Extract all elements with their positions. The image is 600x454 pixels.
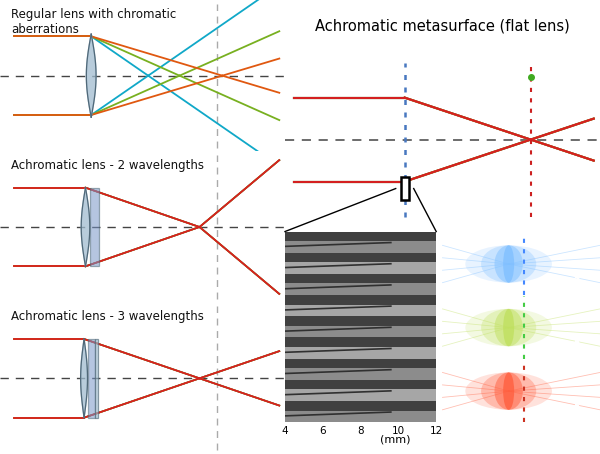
Bar	[285, 326, 436, 337]
Text: 4: 4	[281, 426, 289, 436]
Bar	[285, 401, 436, 410]
Bar	[285, 262, 436, 274]
Ellipse shape	[481, 245, 536, 283]
Ellipse shape	[494, 309, 523, 346]
Bar	[285, 232, 436, 241]
Text: Achromatic lens - 3 wavelengths: Achromatic lens - 3 wavelengths	[11, 310, 204, 323]
Text: (mm): (mm)	[380, 434, 410, 444]
Text: 8: 8	[357, 426, 364, 436]
Bar	[285, 359, 436, 368]
Ellipse shape	[503, 372, 514, 410]
Text: λ₃: λ₃	[573, 404, 589, 419]
Text: 12: 12	[430, 426, 443, 436]
Ellipse shape	[503, 245, 514, 283]
Bar	[88, 339, 95, 418]
Polygon shape	[81, 188, 90, 266]
Text: Regular lens with chromatic
aberrations: Regular lens with chromatic aberrations	[11, 8, 176, 35]
Text: 10: 10	[392, 426, 405, 436]
Text: Achromatic lens - 2 wavelengths: Achromatic lens - 2 wavelengths	[11, 159, 205, 172]
Bar	[285, 390, 436, 401]
Ellipse shape	[481, 309, 536, 346]
Polygon shape	[80, 339, 88, 418]
Bar	[285, 368, 436, 380]
Bar	[285, 283, 436, 295]
Bar	[285, 380, 436, 390]
Ellipse shape	[466, 245, 552, 283]
Bar	[95, 339, 98, 418]
Bar	[285, 305, 436, 316]
Bar	[401, 177, 409, 200]
Ellipse shape	[494, 372, 523, 410]
Bar	[90, 188, 98, 266]
Ellipse shape	[466, 309, 552, 346]
Polygon shape	[86, 34, 96, 117]
Ellipse shape	[503, 309, 514, 346]
Bar	[285, 274, 436, 283]
Bar	[285, 295, 436, 305]
Text: Achromatic metasurface (flat lens): Achromatic metasurface (flat lens)	[315, 19, 570, 34]
Ellipse shape	[494, 245, 523, 283]
Ellipse shape	[481, 372, 536, 410]
Text: λ₁: λ₁	[573, 276, 589, 291]
Bar	[285, 316, 436, 326]
Bar	[285, 241, 436, 253]
Bar	[285, 347, 436, 359]
Text: 6: 6	[319, 426, 326, 436]
Ellipse shape	[466, 372, 552, 410]
Bar	[285, 410, 436, 422]
Bar	[285, 337, 436, 347]
Text: λ₂: λ₂	[573, 340, 589, 355]
Bar	[285, 253, 436, 262]
